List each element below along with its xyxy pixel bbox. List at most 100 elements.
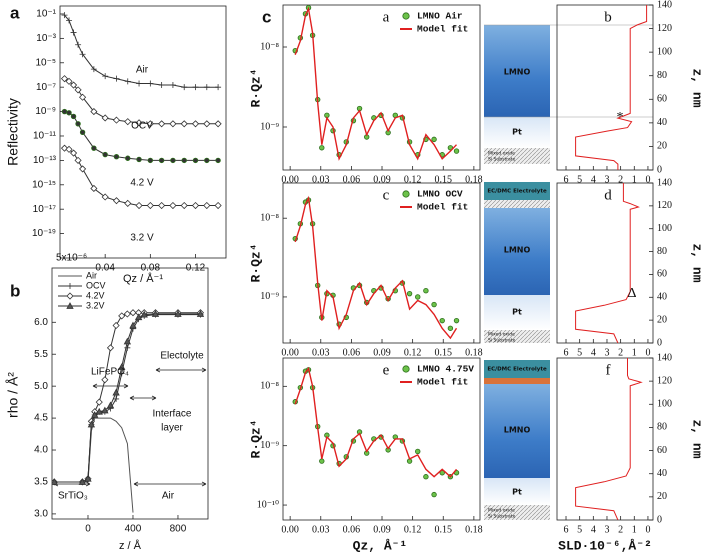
- x-axis-label: Qz / Å⁻¹: [123, 272, 163, 285]
- data-point: [192, 84, 199, 91]
- panel-label: f: [606, 362, 611, 378]
- curve-label: Air: [136, 65, 149, 76]
- data-point: [158, 82, 165, 89]
- layer: [484, 478, 550, 505]
- data-point: [151, 310, 160, 317]
- data-point: [69, 149, 78, 157]
- layer: [484, 384, 550, 478]
- y-axis-label: R·Qz⁴: [248, 68, 263, 107]
- layer: [484, 182, 550, 200]
- data-point: [101, 193, 109, 201]
- data-point: [439, 317, 445, 324]
- data-point: [124, 344, 131, 351]
- data-point: [106, 401, 115, 409]
- y-axis-label: rho / Å²: [5, 372, 21, 418]
- data-point: [431, 491, 437, 498]
- data-point: [95, 398, 103, 406]
- data-point: [52, 478, 58, 485]
- panel-label: e: [383, 362, 390, 378]
- layer-label: EC/DMC Electrolyte: [487, 367, 547, 373]
- plot-frame: [556, 182, 654, 344]
- x-tick-label: 6: [564, 524, 569, 535]
- series-line: [294, 6, 458, 161]
- series-line: [64, 111, 219, 161]
- y-tick-label: 10⁻⁹: [260, 291, 279, 302]
- data-point: [123, 337, 132, 345]
- x-tick-label: 6: [564, 174, 569, 185]
- x-axis-label: Qz, Å⁻¹: [353, 538, 408, 553]
- data-point: [84, 474, 92, 482]
- data-point: [60, 144, 69, 152]
- data-point: [431, 301, 437, 308]
- y-tick-label: 5.0: [34, 381, 48, 392]
- data-point: [95, 407, 103, 415]
- data-point: [158, 157, 165, 164]
- plot-frame: [282, 182, 481, 344]
- plot-frame: [556, 4, 654, 171]
- x-tick-label: 0.03: [312, 524, 330, 535]
- data-point: [169, 201, 177, 210]
- layer: [484, 25, 550, 117]
- panel-label: a: [383, 9, 390, 25]
- data-point: [415, 448, 421, 455]
- panel: 0 400 8003.03.54.04.55.05.56.0AirOCV4.2V3.…: [5, 253, 209, 552]
- y-tick-label: 3.5: [34, 477, 48, 488]
- y-tick-label: 60: [657, 94, 667, 105]
- data-point: [180, 201, 188, 210]
- plot-frame: [556, 357, 654, 521]
- series-line: [294, 195, 458, 340]
- y-tick-label: 3.0: [34, 509, 48, 520]
- data-point: [415, 294, 421, 300]
- y-tick-label: 10⁻¹¹: [33, 131, 57, 142]
- x-tick-label: 4: [591, 174, 596, 185]
- annotation: Air: [162, 491, 175, 502]
- data-point: [118, 370, 125, 377]
- y-tick-label: 20: [657, 314, 667, 325]
- x-tick-label: 0.15: [435, 174, 453, 185]
- data-point: [215, 157, 221, 164]
- data-point: [181, 84, 188, 91]
- data-point: [180, 120, 188, 128]
- x-tick-label: 1: [632, 347, 637, 358]
- arrow: [155, 367, 207, 373]
- y-axis-label: z, nm: [690, 419, 705, 458]
- data-point: [203, 201, 211, 210]
- y-axis-label: Reflectivity: [5, 98, 21, 166]
- data-point: [125, 155, 131, 161]
- y-tick-label: 10⁻¹: [36, 9, 56, 20]
- plot-area: [292, 195, 460, 340]
- series-line: [575, 358, 643, 520]
- layer: [484, 505, 550, 520]
- data-point: [158, 120, 166, 128]
- data-point: [174, 310, 182, 317]
- legend-label: OCV: [86, 280, 106, 290]
- x-tick-label: 0.00: [281, 347, 299, 358]
- plot-frame: [51, 267, 209, 520]
- y-tick-label: 10⁻⁷: [36, 82, 56, 93]
- x-tick-label: 3: [604, 347, 609, 358]
- plot-area: [60, 12, 222, 210]
- data-point: [75, 41, 82, 48]
- x-tick-label: 2: [618, 347, 623, 358]
- annotation: LiFePO₄: [91, 367, 129, 378]
- data-point: [146, 201, 154, 210]
- y-tick-label: 10⁻¹⁰: [257, 499, 279, 510]
- x-tick-label: 2: [618, 524, 623, 535]
- plot-frame: [282, 4, 481, 171]
- data-point: [147, 80, 154, 87]
- x-tick-label: 0.06: [343, 524, 361, 535]
- x-tick-label: 5: [577, 347, 582, 358]
- x-tick-label: 0.12: [404, 347, 422, 358]
- plot-area: [292, 366, 460, 498]
- x-tick-label: 0.03: [312, 174, 330, 185]
- data-point: [169, 82, 176, 89]
- curve-label: OCV: [131, 121, 153, 132]
- y-tick-label: 40: [657, 292, 667, 303]
- plot-area: [575, 5, 648, 170]
- y-tick-label: 5.5: [34, 349, 48, 360]
- y-tick-label: 60: [657, 269, 667, 280]
- annotation: layer: [161, 423, 183, 434]
- data-point: [102, 73, 109, 80]
- layer: [484, 295, 550, 330]
- data-point: [191, 201, 200, 210]
